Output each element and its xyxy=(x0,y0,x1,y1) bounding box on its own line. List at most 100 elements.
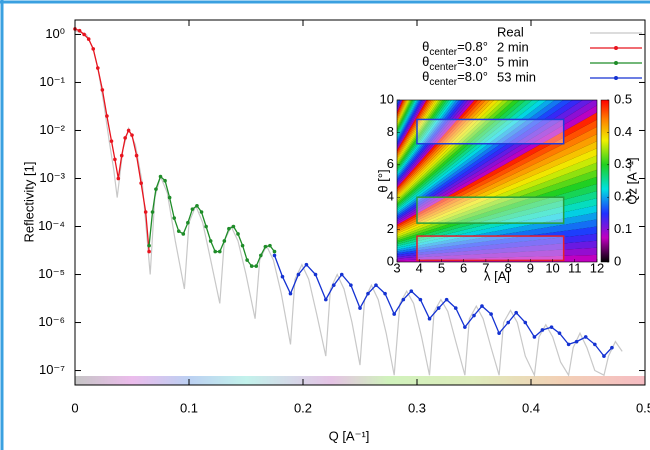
inset-band xyxy=(397,100,441,165)
annotation-subscript: center xyxy=(429,62,457,73)
inset xyxy=(397,100,597,262)
inset-band xyxy=(397,100,408,122)
data-point xyxy=(418,297,423,302)
data-point xyxy=(514,310,518,315)
data-point xyxy=(100,88,105,92)
inset-band xyxy=(397,205,597,250)
data-point xyxy=(349,283,353,287)
data-point xyxy=(249,264,254,268)
inset-band xyxy=(397,100,479,190)
inset-x-tick-label: 6 xyxy=(460,260,467,275)
inset-band xyxy=(397,100,547,213)
inset-band xyxy=(397,100,430,154)
data-point xyxy=(401,297,406,302)
data-point xyxy=(280,274,285,279)
data-point xyxy=(130,133,134,137)
legend-label: 53 min xyxy=(497,69,536,84)
inset-band xyxy=(397,176,597,243)
inset-y-tick-label: 2 xyxy=(387,221,394,236)
data-point xyxy=(296,272,301,277)
data-point xyxy=(540,328,545,332)
inset-x-tick-label: 8 xyxy=(504,260,511,275)
inset-band xyxy=(397,155,597,238)
x-tick-label: 0.3 xyxy=(408,400,426,415)
data-point xyxy=(436,306,441,310)
y-tick-label: 10⁻⁶ xyxy=(38,314,65,329)
inset-band xyxy=(397,247,597,261)
inset-band xyxy=(397,162,597,239)
data-point xyxy=(272,249,277,254)
inset-band xyxy=(397,100,555,215)
data-point xyxy=(358,306,362,310)
inset-band xyxy=(397,100,401,109)
y-tick-label: 10⁻⁷ xyxy=(39,362,65,377)
inset-band xyxy=(397,100,509,202)
y-tick-label: 10⁻¹ xyxy=(39,74,65,89)
inset-band xyxy=(397,100,423,145)
data-point xyxy=(150,210,155,214)
y-axis-label: Reflectivity [1] xyxy=(21,162,36,243)
inset-band xyxy=(397,100,533,209)
data-point xyxy=(480,304,484,308)
data-point xyxy=(167,195,172,200)
data-point xyxy=(489,312,493,316)
y-tick-label: 10⁻⁴ xyxy=(38,218,65,233)
data-point xyxy=(139,181,143,185)
colorbar-tick-label: 0.5 xyxy=(614,91,632,106)
inset-band xyxy=(397,100,583,220)
data-point xyxy=(472,313,476,318)
x-tick-label: 0.2 xyxy=(294,400,312,415)
data-point xyxy=(222,239,227,243)
data-point xyxy=(113,157,117,162)
data-point xyxy=(506,320,511,325)
inset-band xyxy=(397,100,450,172)
data-point xyxy=(324,297,328,302)
inset-band xyxy=(397,126,597,231)
inset-x-tick-label: 9 xyxy=(527,260,534,275)
inset-band xyxy=(397,100,452,174)
data-point xyxy=(366,291,370,296)
annotation-symbol: θ xyxy=(422,54,429,69)
inset-band xyxy=(397,240,597,259)
data-point xyxy=(263,244,268,249)
y-tick-label: 10⁻⁵ xyxy=(38,266,65,281)
data-point xyxy=(116,176,121,181)
inset-band xyxy=(397,119,597,229)
data-point xyxy=(91,47,96,51)
inset-band xyxy=(397,100,407,120)
data-line xyxy=(273,255,613,358)
inset-band xyxy=(397,100,443,167)
inset-band xyxy=(397,100,399,104)
inset-band xyxy=(397,100,405,116)
inset-band xyxy=(397,100,597,223)
data-point xyxy=(574,339,579,344)
inset-band xyxy=(397,100,495,197)
inset-band xyxy=(397,100,564,216)
data-point xyxy=(154,187,158,191)
x-tick-label: 0.1 xyxy=(180,400,198,415)
inset-band xyxy=(397,100,415,134)
data-point xyxy=(123,136,127,140)
data-point xyxy=(213,249,218,254)
inset-band xyxy=(397,100,409,124)
inset-band xyxy=(397,100,427,150)
legend-label: Real xyxy=(497,24,524,39)
data-point xyxy=(236,232,240,236)
data-point xyxy=(593,342,597,347)
inset-x-tick-label: 4 xyxy=(416,260,423,275)
data-point xyxy=(409,289,414,293)
x-tick-label: 0.4 xyxy=(522,400,540,415)
data-point xyxy=(96,66,100,70)
inset-band xyxy=(397,100,417,138)
annotation-symbol: θ xyxy=(422,69,429,84)
inset-band xyxy=(397,100,432,156)
data-point xyxy=(195,203,199,208)
inset-y-tick-label: 4 xyxy=(387,189,394,204)
data-point xyxy=(240,243,245,248)
inset-band xyxy=(397,100,466,183)
data-point xyxy=(523,320,528,325)
inset-band xyxy=(397,105,597,225)
data-point xyxy=(427,316,432,321)
data-point xyxy=(497,331,501,335)
